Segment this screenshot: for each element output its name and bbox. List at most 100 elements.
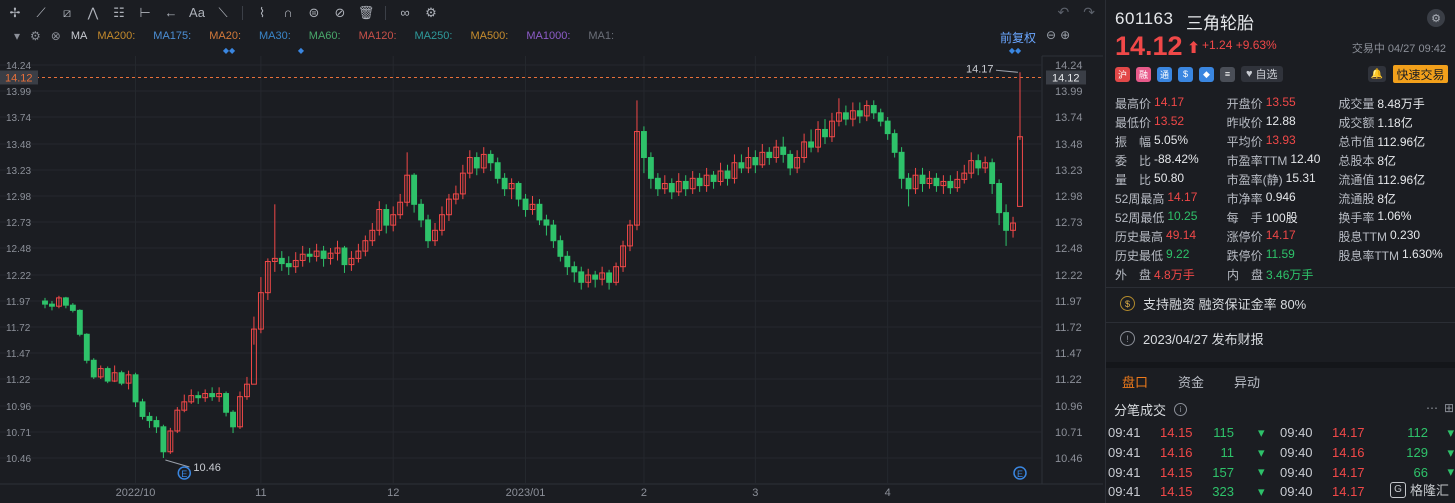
candle-body[interactable] bbox=[292, 259, 299, 268]
candle-body[interactable] bbox=[947, 180, 954, 189]
candle-body[interactable] bbox=[968, 160, 975, 174]
candle-body[interactable] bbox=[647, 157, 654, 179]
candle-body[interactable] bbox=[815, 128, 821, 148]
candle-body[interactable] bbox=[390, 214, 397, 226]
candle-body[interactable] bbox=[1003, 212, 1010, 231]
magnet-icon[interactable]: ∩ bbox=[283, 5, 293, 20]
candle-body[interactable] bbox=[863, 105, 870, 117]
candle-body[interactable] bbox=[661, 183, 668, 190]
candle-body[interactable] bbox=[341, 247, 348, 266]
info-icon[interactable]: i bbox=[1174, 402, 1188, 416]
candle-body[interactable] bbox=[125, 374, 132, 384]
candle-body[interactable] bbox=[522, 198, 529, 211]
candlestick-chart[interactable]: 14.24 14.24 13.99 13.99 13.74 13.74 13.48 13.48… bbox=[0, 0, 1103, 503]
candle-body[interactable] bbox=[90, 359, 97, 378]
candle-body[interactable] bbox=[989, 162, 996, 185]
candle-body[interactable] bbox=[689, 177, 696, 190]
candle-body[interactable] bbox=[620, 245, 626, 268]
candle-body[interactable] bbox=[640, 131, 647, 159]
candle-body[interactable] bbox=[480, 153, 487, 169]
candle-body[interactable] bbox=[285, 263, 292, 268]
candle-body[interactable] bbox=[954, 178, 961, 189]
eye-icon[interactable]: ⊜ bbox=[308, 4, 320, 20]
crosshair-icon[interactable]: ✢ bbox=[9, 4, 21, 20]
text-tool-icon[interactable]: Aa bbox=[189, 5, 205, 20]
candle-body[interactable] bbox=[585, 274, 592, 283]
quick-trade-button[interactable]: 快速交易 bbox=[1393, 65, 1448, 83]
candle-body[interactable] bbox=[808, 141, 815, 148]
candle-body[interactable] bbox=[250, 328, 257, 385]
ma-label-item[interactable]: MA1000: bbox=[526, 30, 571, 42]
candle-body[interactable] bbox=[668, 183, 675, 193]
grid-icon[interactable]: ⊞ bbox=[1443, 401, 1454, 415]
candle-body[interactable] bbox=[146, 415, 153, 422]
candle-body[interactable] bbox=[738, 162, 745, 169]
ma-label-item[interactable]: MA20: bbox=[209, 30, 241, 42]
ma-label-item[interactable]: MA200: bbox=[97, 30, 136, 42]
ma-settings-icon[interactable]: ⚙ bbox=[30, 29, 41, 43]
ma-label-item[interactable]: MA175: bbox=[153, 30, 192, 42]
margin-icon[interactable]: 融 bbox=[1136, 66, 1151, 82]
candle-body[interactable] bbox=[459, 172, 466, 195]
candle-body[interactable] bbox=[97, 368, 104, 378]
candle-body[interactable] bbox=[188, 395, 195, 403]
candle-body[interactable] bbox=[613, 266, 620, 283]
redo-icon[interactable]: ↷ bbox=[1083, 4, 1095, 20]
candle-body[interactable] bbox=[745, 157, 752, 169]
candle-body[interactable] bbox=[411, 174, 418, 205]
connect-icon[interactable]: 通 bbox=[1157, 66, 1172, 82]
candle-body[interactable] bbox=[996, 183, 1003, 214]
candle-body[interactable] bbox=[466, 157, 473, 174]
candle-body[interactable] bbox=[773, 146, 780, 159]
candle-body[interactable] bbox=[529, 203, 536, 211]
candle-body[interactable] bbox=[675, 180, 682, 193]
candle-body[interactable] bbox=[870, 105, 877, 114]
candle-body[interactable] bbox=[884, 120, 891, 135]
add-watchlist-button[interactable]: ♥ 自选 bbox=[1241, 66, 1283, 82]
settings-icon[interactable]: ⚙ bbox=[425, 4, 437, 20]
candle-body[interactable] bbox=[842, 112, 849, 120]
tag-icon[interactable]: ◆ bbox=[1199, 66, 1214, 82]
candle-body[interactable] bbox=[195, 395, 202, 399]
candle-body[interactable] bbox=[703, 174, 710, 187]
candle-body[interactable] bbox=[237, 396, 243, 428]
candle-body[interactable] bbox=[877, 112, 884, 122]
candle-body[interactable] bbox=[76, 309, 83, 335]
candle-body[interactable] bbox=[759, 151, 766, 166]
candle-body[interactable] bbox=[982, 162, 989, 169]
event-marker-icon[interactable] bbox=[1013, 466, 1027, 480]
candle-body[interactable] bbox=[42, 300, 48, 305]
candle-body[interactable] bbox=[508, 183, 515, 190]
candle-body[interactable] bbox=[724, 170, 731, 179]
candle-body[interactable] bbox=[334, 247, 341, 254]
candle-body[interactable] bbox=[369, 229, 376, 242]
dividend-marker-icon[interactable]: ◆◆ bbox=[223, 46, 236, 55]
candle-body[interactable] bbox=[118, 372, 125, 384]
candle-body[interactable] bbox=[634, 131, 640, 226]
candle-body[interactable] bbox=[278, 257, 285, 265]
candle-body[interactable] bbox=[432, 229, 438, 242]
eraser-icon[interactable]: ⌇ bbox=[258, 4, 266, 20]
candle-body[interactable] bbox=[104, 368, 111, 382]
tab-movement[interactable]: 异动 bbox=[1234, 374, 1261, 390]
collapse-icon[interactable]: ▾ bbox=[14, 29, 21, 43]
candle-body[interactable] bbox=[271, 257, 278, 262]
candle-body[interactable] bbox=[139, 401, 146, 417]
candle-body[interactable] bbox=[418, 203, 425, 221]
candle-body[interactable] bbox=[501, 177, 508, 190]
line-tool-icon[interactable]: ⟋ bbox=[36, 4, 46, 20]
candle-body[interactable] bbox=[627, 224, 633, 247]
candle-body[interactable] bbox=[445, 198, 452, 216]
candle-body[interactable] bbox=[425, 219, 431, 242]
candle-body[interactable] bbox=[1010, 222, 1016, 231]
candle-body[interactable] bbox=[801, 141, 808, 159]
candle-body[interactable] bbox=[439, 214, 445, 231]
candle-body[interactable] bbox=[766, 151, 773, 159]
candle-body[interactable] bbox=[202, 393, 209, 399]
ma-label-item[interactable]: MA120: bbox=[358, 30, 397, 42]
candle-body[interactable] bbox=[543, 219, 550, 226]
candle-body[interactable] bbox=[536, 203, 543, 221]
dividend-marker-icon[interactable]: ◆ bbox=[298, 46, 305, 55]
candle-body[interactable] bbox=[682, 180, 689, 190]
candle-body[interactable] bbox=[153, 420, 160, 428]
